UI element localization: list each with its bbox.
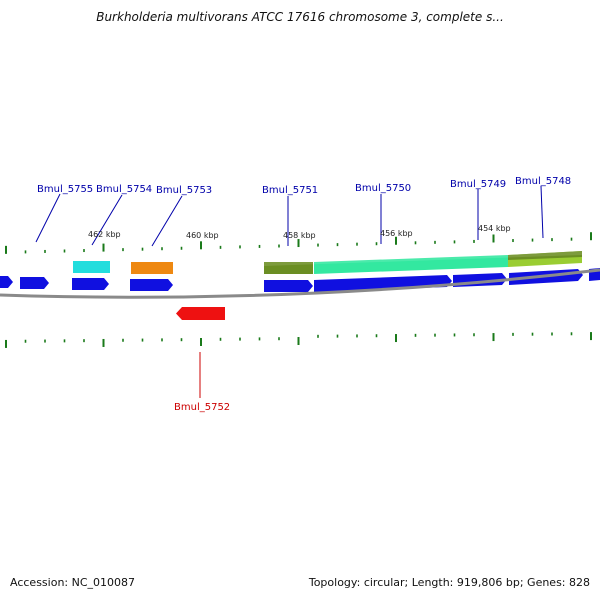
genome-backbone — [0, 268, 600, 299]
gene-label-5752: Bmul_5752 — [174, 402, 230, 413]
cog-block-5753 — [131, 262, 173, 274]
leader-5754 — [91, 194, 123, 246]
outer-tick-ring — [5, 232, 592, 254]
gene-label-5751: Bmul_5751 — [262, 185, 318, 196]
inner-tick-ring — [5, 332, 592, 348]
leader-5748 — [540, 185, 544, 239]
map-title: Burkholderia multivorans ATCC 17616 chro… — [96, 10, 504, 24]
gene-arrow — [0, 276, 13, 288]
scale-label: 458 kbp — [283, 231, 316, 240]
gene-label-5749: Bmul_5749 — [450, 179, 506, 190]
cog-block-5748-top — [508, 251, 582, 260]
gene-arrow-5754 — [72, 278, 109, 290]
leader-5753 — [151, 195, 183, 247]
gene-label-5748: Bmul_5748 — [515, 176, 571, 187]
gene-label-5750: Bmul_5750 — [355, 183, 411, 194]
scale-label: 460 kbp — [186, 231, 219, 240]
gene-label-5753: Bmul_5753 — [156, 185, 212, 196]
scale-label: 454 kbp — [478, 224, 511, 233]
cog-block-5750 — [314, 257, 452, 274]
gene-arrow-5752 — [176, 307, 225, 320]
cog-band-highlight — [264, 251, 582, 266]
gene-label-5755: Bmul_5755 — [37, 184, 93, 195]
scale-label: 456 kbp — [380, 229, 413, 238]
gene-arrow-5751 — [264, 280, 313, 292]
scale-label: 462 kbp — [88, 230, 121, 239]
leader-5755 — [35, 193, 61, 243]
gene-labels: Bmul_5755 Bmul_5754 Bmul_5753 Bmul_5751 … — [37, 176, 571, 413]
scale-labels: 462 kbp 460 kbp 458 kbp 456 kbp 454 kbp — [88, 224, 511, 240]
cog-block-5754 — [73, 261, 110, 273]
cog-block-5749 — [452, 255, 508, 269]
label-leaders — [35, 185, 544, 247]
cog-block-5751 — [264, 262, 313, 274]
gene-arrow-5755 — [20, 277, 49, 289]
cog-band — [73, 251, 582, 274]
genome-summary: Topology: circular; Length: 919,806 bp; … — [308, 576, 590, 589]
gene-arrow-5753 — [130, 279, 173, 291]
gene-label-5754: Bmul_5754 — [96, 184, 152, 195]
accession-text: Accession: NC_010087 — [10, 576, 136, 589]
